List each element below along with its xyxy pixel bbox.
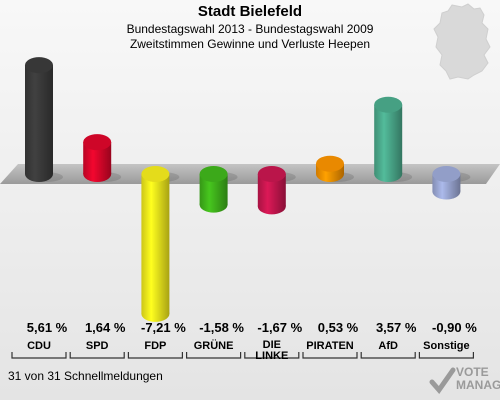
bar-bottom-cap [374,166,403,182]
category-label: DIE LINKE [255,339,288,362]
bar-sonstige [432,166,471,200]
category-bracket [11,352,67,359]
value-label: 5,61 % [27,320,68,335]
category-label: AfD [378,340,398,352]
value-label: -1,67 % [257,320,302,335]
germany-map-icon [433,3,491,80]
bar-top-cap [25,57,53,74]
bar-gr-ne [199,166,238,213]
bar-top-cap [141,166,170,182]
bar-bottom-cap [199,196,228,213]
bar-top-cap [199,166,228,182]
value-label: -1,58 % [199,320,244,335]
bar-top-cap [374,96,403,113]
category-label: Sonstige [423,340,469,352]
value-label: -0,90 % [432,320,477,335]
vote-manager-logo: VOTE MANAGER [426,365,500,397]
category-bracket [418,352,474,359]
bar-body [374,104,403,174]
bar-top-cap [432,166,461,182]
bar-bottom-cap [432,183,461,200]
baseline-platform [0,164,500,184]
ballot-check-icon [429,367,456,395]
bar-afd [374,96,413,182]
chart-description: Zweitstimmen Gewinne und Verluste Heepen [129,37,371,51]
bar-bottom-cap [141,305,170,322]
bar-top-cap [83,134,112,151]
category-label: CDU [27,340,51,352]
bar-body [141,174,170,314]
bar-bottom-cap [25,166,53,182]
bar-piraten [316,155,354,182]
category-label: SPD [86,340,109,352]
value-label: 3,57 % [376,320,417,335]
bar-cdu [25,57,63,182]
value-label: 0,53 % [318,320,359,335]
bar-die-linke [257,166,296,215]
chart-subtitle: Bundestagswahl 2013 - Bundestagswahl 200… [126,22,374,36]
value-label: -7,21 % [141,320,186,335]
bar-top-cap [316,155,344,172]
page-title: Stadt Bielefeld [197,3,303,20]
bar-spd [83,134,122,182]
category-label: PIRATEN [306,340,354,352]
bar-body [25,65,53,174]
bar-bottom-cap [257,198,286,215]
value-label: 1,64 % [85,320,126,335]
bar-fdp [141,166,180,322]
status-text: 31 von 31 Schnellmeldungen [8,369,163,383]
bar-top-cap [257,166,286,182]
category-label: GRÜNE [194,339,234,352]
category-label: FDP [144,340,166,352]
category-bracket [186,352,242,359]
category-bracket [244,352,300,359]
category-bracket [302,352,358,359]
category-bracket [69,352,125,359]
bar-bottom-cap [83,166,112,182]
category-bracket [127,352,183,359]
category-bracket [360,352,416,359]
